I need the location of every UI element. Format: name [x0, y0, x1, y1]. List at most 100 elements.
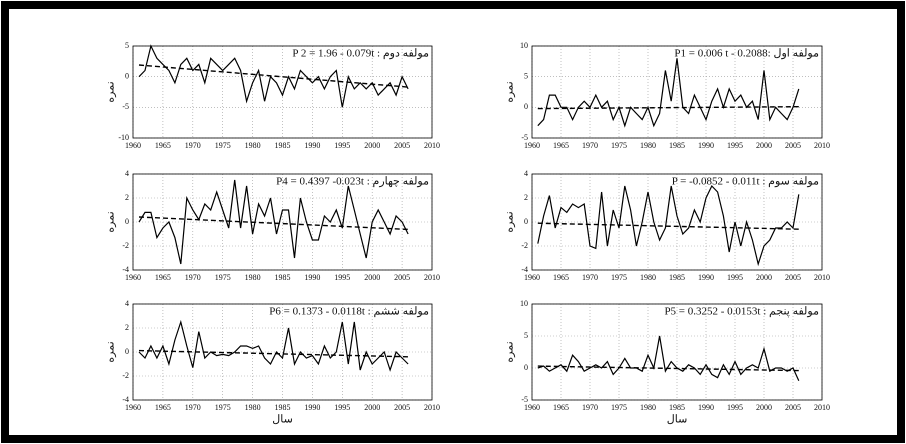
x-tick-label: 1980	[245, 273, 261, 282]
y-tick-label: -2	[122, 371, 129, 380]
y-tick-label: 10	[520, 41, 528, 50]
x-tick-label: 2005	[785, 273, 801, 282]
x-tick-label: 2010	[424, 273, 440, 282]
x-tick-label: 1990	[304, 273, 320, 282]
x-tick-label: 2010	[424, 141, 440, 150]
x-tick-label: 2010	[814, 273, 830, 282]
x-tick-label: 2010	[814, 141, 830, 150]
x-tick-label: 1975	[611, 141, 627, 150]
x-tick-label: 1970	[582, 403, 598, 412]
x-tick-label: 1975	[215, 141, 231, 150]
panel-title: P6 = 0.1373 - 0.0118t : مولفه ششم	[269, 306, 429, 318]
x-tick-label: 2005	[785, 403, 801, 412]
panel-title: P = -0.0852 - 0.011t : مولفه سوم	[672, 176, 819, 188]
y-axis-label: نمره	[105, 81, 117, 102]
y-tick-label: -5	[521, 133, 528, 142]
x-tick-label: 1970	[185, 273, 201, 282]
x-tick-label: 1995	[727, 273, 743, 282]
y-tick-label: -10	[118, 133, 129, 142]
data-line	[537, 184, 800, 267]
x-tick-label: 2010	[424, 403, 440, 412]
x-tick-label: 1990	[698, 273, 714, 282]
x-tick-label: 1995	[334, 141, 350, 150]
data-line	[138, 319, 409, 372]
x-tick-label: 1980	[245, 141, 261, 150]
plot-frame	[132, 173, 433, 271]
x-tick-label: 1965	[155, 141, 171, 150]
x-tick-label: 1975	[611, 403, 627, 412]
y-tick-label: 4	[125, 169, 129, 178]
y-tick-label: 0	[125, 347, 129, 356]
x-tick-label: 1985	[275, 141, 291, 150]
x-tick-label: 1965	[553, 403, 569, 412]
x-tick-label: 2005	[394, 403, 410, 412]
plot-frame	[531, 173, 823, 271]
x-tick-label: 1960	[524, 273, 540, 282]
x-tick-label: 2000	[756, 141, 772, 150]
plot-frame	[132, 45, 433, 139]
x-tick-label: 1985	[669, 273, 685, 282]
y-tick-label: -4	[122, 395, 129, 404]
panel-title: P1 = 0.006 t - 0.2088: مولفه اول	[674, 48, 819, 60]
x-tick-label: 1985	[275, 403, 291, 412]
x-tick-label: 1995	[727, 141, 743, 150]
x-tick-label: 1980	[245, 403, 261, 412]
panel-title: P 2 = 1.96 - 0.079t : مولفه دوم	[292, 48, 429, 60]
x-tick-label: 1970	[185, 403, 201, 412]
x-tick-label: 1975	[611, 273, 627, 282]
x-axis-label: سال	[667, 414, 688, 426]
y-tick-label: 0	[125, 71, 129, 80]
x-tick-label: 1990	[304, 403, 320, 412]
x-tick-label: 2005	[394, 273, 410, 282]
x-tick-label: 1980	[640, 403, 656, 412]
trend-line	[138, 349, 409, 358]
x-axis-label: سال	[272, 414, 293, 426]
y-tick-label: -2	[521, 241, 528, 250]
y-tick-label: 2	[125, 193, 129, 202]
x-tick-label: 1995	[334, 403, 350, 412]
y-tick-label: -5	[122, 102, 129, 111]
x-tick-label: 1960	[125, 403, 141, 412]
x-tick-label: 2010	[814, 403, 830, 412]
y-axis-label: نمره	[105, 341, 117, 362]
x-tick-label: 1960	[125, 141, 141, 150]
trend-line	[138, 216, 409, 231]
y-axis-label: نمره	[105, 211, 117, 232]
trend-line	[138, 64, 409, 88]
x-tick-label: 1995	[334, 273, 350, 282]
y-tick-label: 4	[125, 299, 129, 308]
x-tick-label: 2000	[756, 403, 772, 412]
data-line	[138, 179, 409, 265]
x-tick-label: 2000	[364, 403, 380, 412]
trend-line	[537, 106, 799, 110]
plot-frame	[531, 303, 823, 401]
x-tick-label: 1990	[304, 141, 320, 150]
x-tick-label: 2005	[394, 141, 410, 150]
y-tick-label: 4	[524, 169, 528, 178]
x-tick-label: 1965	[553, 273, 569, 282]
y-tick-label: 0	[524, 217, 528, 226]
y-tick-label: 5	[125, 41, 129, 50]
x-tick-label: 2000	[756, 273, 772, 282]
x-tick-label: 1965	[155, 403, 171, 412]
data-line	[537, 58, 800, 128]
x-tick-label: 2005	[785, 141, 801, 150]
x-tick-label: 2000	[364, 273, 380, 282]
y-tick-label: -4	[521, 265, 528, 274]
x-tick-label: 1975	[215, 403, 231, 412]
x-tick-label: 1960	[125, 273, 141, 282]
x-tick-label: 1965	[155, 273, 171, 282]
x-tick-label: 1985	[669, 403, 685, 412]
y-tick-label: 0	[524, 363, 528, 372]
x-tick-label: 1990	[698, 141, 714, 150]
y-tick-label: 2	[524, 193, 528, 202]
x-tick-label: 2000	[364, 141, 380, 150]
panel-title: P4 = 0.4397 -0.023t : مولفه چهارم	[276, 176, 429, 188]
y-axis-label: نمره	[504, 211, 516, 232]
x-tick-label: 1965	[553, 141, 569, 150]
trend-line	[537, 222, 799, 230]
x-tick-label: 1970	[582, 141, 598, 150]
y-axis-label: نمره	[504, 341, 516, 362]
x-tick-label: 1980	[640, 273, 656, 282]
